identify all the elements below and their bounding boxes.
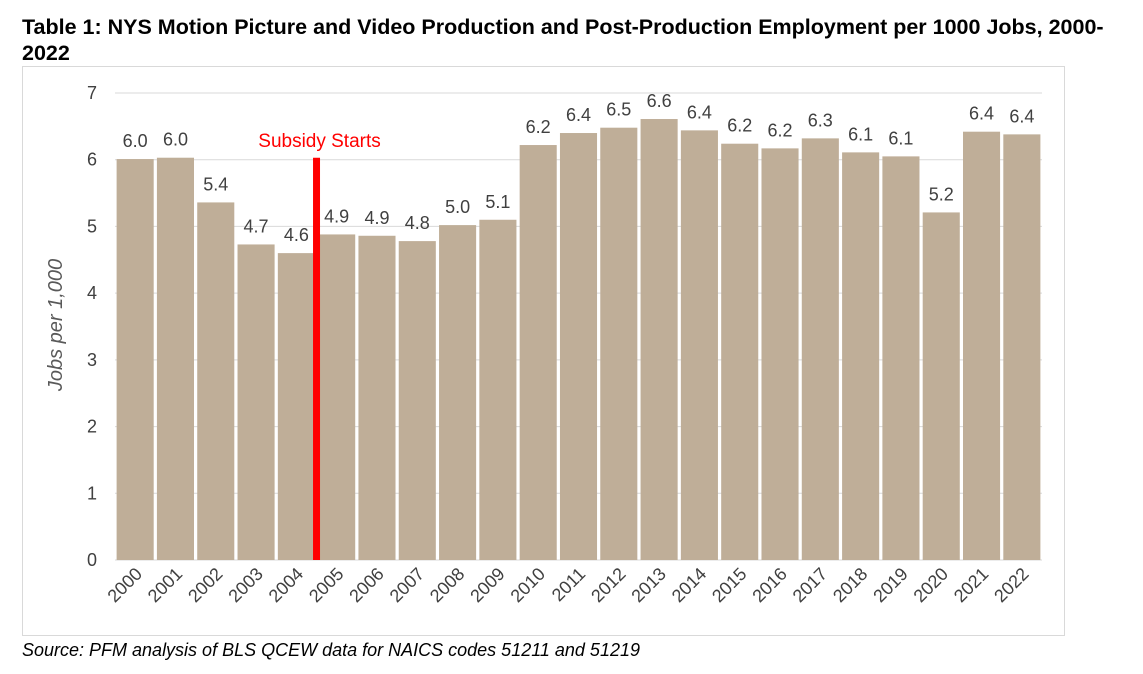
- bar: [116, 159, 154, 560]
- x-tick-label: 2011: [548, 564, 590, 606]
- bar: [237, 244, 275, 561]
- data-label: 6.2: [727, 116, 752, 136]
- data-label: 6.4: [1009, 106, 1034, 126]
- annotation: Subsidy Starts: [258, 131, 381, 560]
- data-label: 6.4: [566, 105, 591, 125]
- data-label: 5.2: [929, 184, 954, 204]
- x-tick-label: 2010: [507, 564, 549, 606]
- data-label: 6.6: [647, 91, 672, 111]
- y-axis-ticks: 0 1 2 3 4 5 6 7: [87, 83, 97, 570]
- bar: [1003, 134, 1041, 560]
- y-tick-label: 7: [87, 83, 97, 103]
- y-tick-label: 4: [87, 283, 97, 303]
- x-tick-label: 2012: [587, 564, 629, 606]
- bar: [519, 145, 557, 560]
- data-label: 4.9: [364, 208, 389, 228]
- x-tick-label: 2000: [104, 564, 146, 606]
- x-tick-label: 2001: [144, 564, 186, 606]
- bar-chart: 6.0 6.0 5.4 4.7 4.6 4.9 4.9 4.8 5.0 5.1 6.2 6.4 6.5 6…: [45, 83, 1042, 606]
- data-label: 6.0: [163, 130, 188, 150]
- bar: [197, 202, 235, 560]
- source-note: Source: PFM analysis of BLS QCEW data fo…: [22, 640, 640, 660]
- x-tick-label: 2008: [426, 564, 468, 606]
- bar: [600, 127, 638, 560]
- x-tick-label: 2016: [748, 564, 790, 606]
- data-label: 6.1: [848, 124, 873, 144]
- y-tick-label: 5: [87, 216, 97, 236]
- y-tick-label: 2: [87, 417, 97, 437]
- data-label: 6.4: [687, 102, 712, 122]
- x-tick-label: 2007: [386, 564, 428, 606]
- x-tick-label: 2003: [224, 564, 266, 606]
- x-tick-label: 2018: [829, 564, 871, 606]
- bar: [318, 234, 356, 561]
- y-tick-label: 6: [87, 150, 97, 170]
- bar: [882, 156, 920, 560]
- bar: [922, 212, 960, 560]
- bar: [559, 133, 598, 560]
- x-tick-label: 2005: [305, 564, 347, 606]
- x-tick-label: 2019: [869, 564, 911, 606]
- y-tick-label: 3: [87, 350, 97, 370]
- data-label: 6.5: [606, 100, 631, 120]
- data-label: 6.2: [768, 120, 793, 140]
- x-tick-label: 2013: [627, 564, 669, 606]
- bar: [680, 130, 718, 561]
- data-label: 4.7: [244, 216, 269, 236]
- data-label: 5.0: [445, 197, 470, 217]
- bar: [842, 152, 880, 560]
- data-labels: 6.0 6.0 5.4 4.7 4.6 4.9 4.9 4.8 5.0 5.1 6.2 6.4 6.5 6…: [123, 91, 1035, 245]
- bar: [398, 241, 436, 560]
- data-label: 4.6: [284, 225, 309, 245]
- data-label: 6.3: [808, 110, 833, 130]
- data-label: 6.4: [969, 104, 994, 124]
- x-tick-label: 2006: [345, 564, 387, 606]
- bar: [963, 131, 1001, 561]
- x-tick-label: 2004: [265, 564, 307, 606]
- x-tick-label: 2002: [184, 564, 226, 606]
- data-label: 6.1: [888, 128, 913, 148]
- bar: [156, 157, 194, 560]
- x-tick-label: 2021: [950, 564, 992, 606]
- x-tick-label: 2015: [708, 564, 750, 606]
- data-label: 6.0: [123, 131, 148, 151]
- bar: [277, 253, 315, 560]
- bar: [801, 138, 839, 560]
- data-label: 4.9: [324, 206, 349, 226]
- chart-area: [22, 66, 1065, 636]
- x-tick-label: 2009: [466, 564, 508, 606]
- x-tick-label: 2014: [668, 564, 710, 606]
- bar: [479, 219, 517, 560]
- x-axis-ticks: 2000200120022003200420052006200720082009…: [104, 564, 1033, 606]
- bar: [721, 143, 759, 560]
- bar: [358, 235, 396, 561]
- chart-title: Table 1: NYS Motion Picture and Video Pr…: [22, 15, 1104, 65]
- data-label: 5.1: [485, 192, 510, 212]
- x-tick-label: 2020: [910, 564, 952, 606]
- y-axis-label: Jobs per 1,000: [45, 259, 67, 392]
- data-label: 5.4: [203, 174, 228, 194]
- bar: [439, 225, 477, 560]
- bar: [761, 148, 799, 560]
- subsidy-label: Subsidy Starts: [258, 131, 381, 152]
- y-tick-label: 1: [87, 483, 97, 503]
- data-label: 4.8: [405, 213, 430, 233]
- y-tick-label: 0: [87, 550, 97, 570]
- x-tick-label: 2022: [990, 564, 1032, 606]
- bar: [640, 119, 678, 561]
- data-label: 6.2: [526, 117, 551, 137]
- bars: [116, 119, 1041, 561]
- x-tick-label: 2017: [789, 564, 831, 606]
